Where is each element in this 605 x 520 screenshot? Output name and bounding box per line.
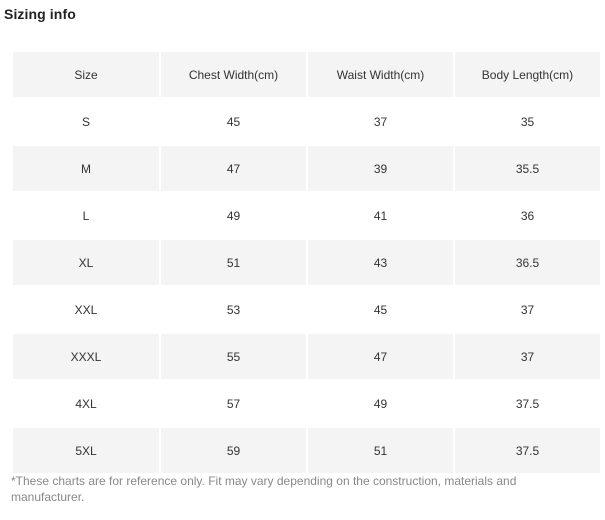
cell-chest-width: 55 — [161, 334, 306, 379]
cell-chest-width: 59 — [161, 428, 306, 473]
table-row: 5XL 59 51 37.5 — [13, 428, 600, 473]
cell-waist-width: 41 — [308, 193, 453, 238]
header-size: Size — [13, 52, 159, 97]
table-row: XXXL 55 47 37 — [13, 334, 600, 379]
cell-waist-width: 51 — [308, 428, 453, 473]
cell-waist-width: 45 — [308, 287, 453, 332]
cell-size: M — [13, 146, 159, 191]
cell-chest-width: 57 — [161, 381, 306, 426]
cell-chest-width: 49 — [161, 193, 306, 238]
cell-waist-width: 43 — [308, 240, 453, 285]
cell-body-length: 36 — [455, 193, 600, 238]
header-body-length: Body Length(cm) — [455, 52, 600, 97]
cell-waist-width: 39 — [308, 146, 453, 191]
cell-size: 4XL — [13, 381, 159, 426]
cell-size: 5XL — [13, 428, 159, 473]
cell-body-length: 37 — [455, 287, 600, 332]
cell-body-length: 37.5 — [455, 428, 600, 473]
sizing-table: Size Chest Width(cm) Waist Width(cm) Bod… — [11, 50, 602, 475]
disclaimer-note: *These charts are for reference only. Fi… — [11, 474, 517, 504]
cell-size: XXL — [13, 287, 159, 332]
table-row: 4XL 57 49 37.5 — [13, 381, 600, 426]
cell-chest-width: 45 — [161, 99, 306, 144]
cell-body-length: 36.5 — [455, 240, 600, 285]
cell-waist-width: 47 — [308, 334, 453, 379]
cell-waist-width: 37 — [308, 99, 453, 144]
cell-chest-width: 47 — [161, 146, 306, 191]
cell-body-length: 35.5 — [455, 146, 600, 191]
cell-chest-width: 51 — [161, 240, 306, 285]
header-waist-width: Waist Width(cm) — [308, 52, 453, 97]
table-row: L 49 41 36 — [13, 193, 600, 238]
cell-size: L — [13, 193, 159, 238]
cell-waist-width: 49 — [308, 381, 453, 426]
table-row: S 45 37 35 — [13, 99, 600, 144]
cell-body-length: 37.5 — [455, 381, 600, 426]
cell-size: XXXL — [13, 334, 159, 379]
cell-size: S — [13, 99, 159, 144]
table-header-row: Size Chest Width(cm) Waist Width(cm) Bod… — [13, 52, 600, 97]
table-row: XL 51 43 36.5 — [13, 240, 600, 285]
cell-body-length: 37 — [455, 334, 600, 379]
table-row: M 47 39 35.5 — [13, 146, 600, 191]
cell-chest-width: 53 — [161, 287, 306, 332]
cell-body-length: 35 — [455, 99, 600, 144]
header-chest-width: Chest Width(cm) — [161, 52, 306, 97]
table-row: XXL 53 45 37 — [13, 287, 600, 332]
cell-size: XL — [13, 240, 159, 285]
section-title: Sizing info — [4, 6, 76, 22]
